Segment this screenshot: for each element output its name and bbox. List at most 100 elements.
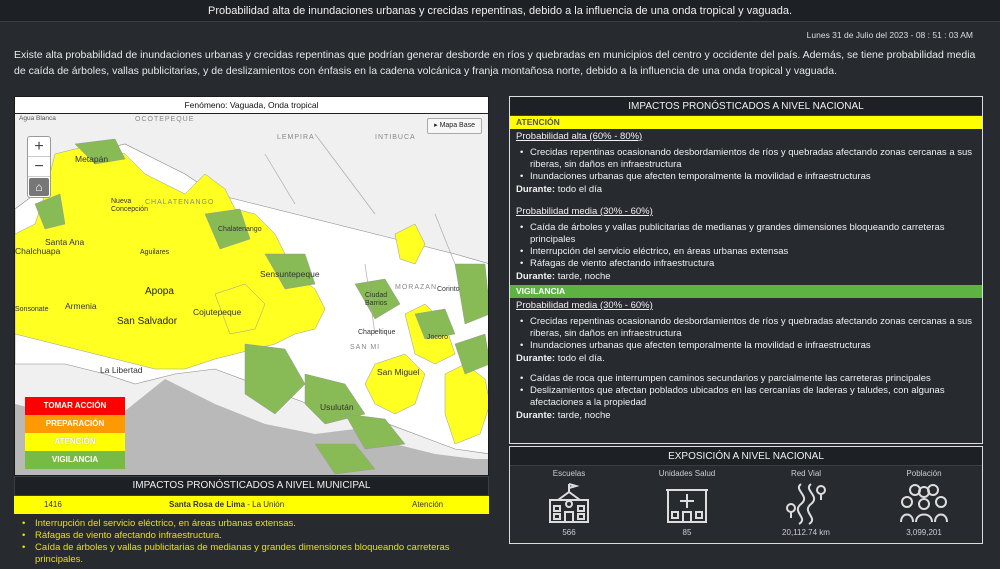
map-label-ciudad-barrios: Ciudad Barrios	[365, 292, 388, 307]
list-item: Caída de árboles y vallas publicitarias …	[516, 222, 976, 246]
municipal-row[interactable]: 1416 Santa Rosa de Lima - La Unión Atenc…	[14, 496, 489, 514]
attention-medium-title: Probabilidad media (30% - 60%)	[516, 206, 653, 217]
map-label-sonsonate: Sonsonate	[15, 306, 49, 313]
municipal-code: 1416	[44, 500, 62, 509]
attention-high-list: Crecidas repentinas ocasionando desborda…	[516, 147, 976, 183]
map-label-san-miguel: San Miguel	[377, 367, 420, 377]
map-label-chalatenango-dept: CHALATENANGO	[145, 199, 215, 206]
list-item: Ráfagas de viento afectando infraestruct…	[20, 530, 489, 542]
exposure-roads: Red Vial 20,112.74 km	[747, 469, 865, 538]
alert-description: Existe alta probabilidad de inundaciones…	[14, 49, 976, 77]
municipality-map[interactable]	[15, 114, 489, 476]
exposure-health: Unidades Salud 85	[628, 469, 746, 538]
exposure-value: 3,099,201	[906, 528, 942, 537]
municipal-impacts-panel: IMPACTOS PRONÓSTICADOS A NIVEL MUNICIPAL…	[14, 476, 489, 569]
map-header: Fenómeno: Vaguada, Onda tropical	[15, 97, 488, 114]
vigilance-level-bar: VIGILANCIA	[510, 285, 982, 298]
exposure-header: EXPOSICIÓN A NIVEL NACIONAL	[510, 447, 982, 466]
page-title: Probabilidad alta de inundaciones urbana…	[0, 0, 1000, 22]
exposure-label: Escuelas	[552, 469, 586, 478]
during-label: Durante:	[516, 410, 556, 421]
vigilance-list-2: Caídas de roca que interrumpen caminos s…	[516, 373, 976, 409]
vigilance-municipalities[interactable]	[34, 138, 489, 475]
legend-atencion: ATENCIÓN	[25, 433, 125, 451]
map-label-ocotepeque: OCOTEPEQUE	[135, 116, 195, 123]
during-value: tarde, noche	[557, 271, 611, 282]
ocean-area	[15, 379, 488, 475]
list-item: Interrupción del servicio eléctrico, en …	[516, 246, 976, 258]
map-label-chapeltique: Chapeltique	[358, 329, 396, 336]
map-label-lempira: LEMPIRA	[277, 134, 315, 141]
exposure-population: Población 3,099,201	[865, 469, 983, 538]
zoom-out-button[interactable]: −	[28, 157, 50, 177]
map-label-aguilares: Aguilares	[140, 249, 170, 256]
map-label-chalatenango: Chalatenango	[218, 226, 262, 233]
during-label: Durante:	[516, 184, 556, 195]
legend-preparacion: PREPARACIÓN	[25, 415, 125, 433]
hospital-icon	[666, 489, 708, 523]
exposure-value: 20,112.74 km	[782, 528, 830, 537]
basemap-label: Mapa Base	[439, 122, 475, 129]
attention-high-title: Probabilidad alta (60% - 80%)	[516, 131, 643, 142]
school-icon	[549, 483, 589, 523]
map-label-santa-ana: Santa Ana	[45, 237, 85, 247]
municipal-dept: - La Unión	[245, 500, 285, 509]
national-impacts-panel: IMPACTOS PRONÓSTICADOS A NIVEL NACIONAL …	[509, 96, 983, 444]
legend-tomar-accion: TOMAR ACCIÓN	[25, 397, 125, 415]
attention-level-bar: ATENCIÓN	[510, 116, 982, 129]
exposure-label: Red Vial	[790, 469, 822, 478]
timestamp: Lunes 31 de Julio del 2023 - 08 : 51 : 0…	[806, 30, 973, 40]
list-item: Inundaciones urbanas que afecten tempora…	[516, 171, 976, 183]
list-item: Caídas de roca que interrumpen caminos s…	[516, 373, 976, 385]
map-label-usulutan: Usulután	[320, 402, 354, 412]
during-value: tarde, noche	[557, 410, 611, 421]
department-borders	[264, 133, 456, 335]
during-value: todo el día.	[557, 353, 605, 364]
list-item: Deslizamientos que afectan poblados ubic…	[516, 385, 976, 409]
vigilance-during-2: Durante: tarde, noche	[516, 410, 976, 422]
road-icon	[786, 483, 826, 525]
list-item: Interrupción del servicio eléctrico, en …	[20, 518, 489, 530]
map-label-corinto: Corinto	[437, 286, 460, 293]
population-icon	[900, 484, 948, 523]
map-attribution: Agua Blanca	[19, 115, 56, 122]
exposure-panel: EXPOSICIÓN A NIVEL NACIONAL Escuelas 566…	[509, 446, 983, 544]
municipal-name-bold: Santa Rosa de Lima	[169, 500, 246, 509]
exposure-value: 85	[682, 528, 692, 537]
map-label-morazan: MORAZAN	[395, 284, 437, 291]
zoom-in-button[interactable]: +	[28, 137, 50, 157]
municipal-impact-list: Interrupción del servicio eléctrico, en …	[14, 514, 489, 566]
list-item: Crecidas repentinas ocasionando desborda…	[516, 147, 976, 171]
list-item: Caída de árboles y vallas publicitarias …	[20, 542, 489, 566]
attention-medium-section: Probabilidad media (30% - 60%) Caída de …	[510, 206, 982, 283]
home-icon[interactable]: ⌂	[29, 178, 49, 196]
during-label: Durante:	[516, 353, 556, 364]
map-label-san-salvador: San Salvador	[117, 316, 178, 327]
map-legend: TOMAR ACCIÓN PREPARACIÓN ATENCIÓN VIGILA…	[25, 397, 125, 469]
map-label-la-libertad: La Libertad	[100, 365, 143, 375]
map-panel: Fenómeno: Vaguada, Onda tropical	[14, 96, 489, 476]
legend-vigilancia: VIGILANCIA	[25, 451, 125, 469]
map-label-nueva-concepcion: Nueva Concepción	[111, 198, 148, 213]
list-item: Inundaciones urbanas que afecten tempora…	[516, 340, 976, 352]
vigilance-list: Crecidas repentinas ocasionando desborda…	[516, 316, 976, 352]
map-canvas[interactable]: Agua Blanca OCOTEPEQUE LEMPIRA INTIBUCA …	[15, 114, 489, 476]
map-label-metapan: Metapán	[75, 154, 109, 164]
municipal-header: IMPACTOS PRONÓSTICADOS A NIVEL MUNICIPAL	[14, 476, 489, 496]
map-label-apopa: Apopa	[145, 286, 174, 297]
basemap-button[interactable]: ▸ Mapa Base	[427, 118, 482, 134]
exposure-schools: Escuelas 566	[510, 469, 628, 538]
map-label-cojutepeque: Cojutepeque	[193, 307, 242, 317]
municipal-name: Santa Rosa de Lima - La Unión	[169, 496, 284, 514]
map-label-san-miguel-dept: SAN MI	[350, 344, 381, 351]
during-value: todo el día	[557, 184, 603, 195]
during-label: Durante:	[516, 271, 556, 282]
list-item: Ráfagas de viento afectando infraestruct…	[516, 258, 976, 270]
map-label-armenia: Armenia	[65, 301, 97, 311]
vigilance-during: Durante: todo el día.	[516, 353, 976, 365]
map-label-intibuca: INTIBUCA	[375, 134, 416, 141]
list-item: Crecidas repentinas ocasionando desborda…	[516, 316, 976, 340]
map-label-chalchuapa: Chalchuapa	[15, 246, 61, 256]
attention-medium-list: Caída de árboles y vallas publicitarias …	[516, 222, 976, 270]
map-label-jocoro: Jocoro	[427, 334, 449, 341]
